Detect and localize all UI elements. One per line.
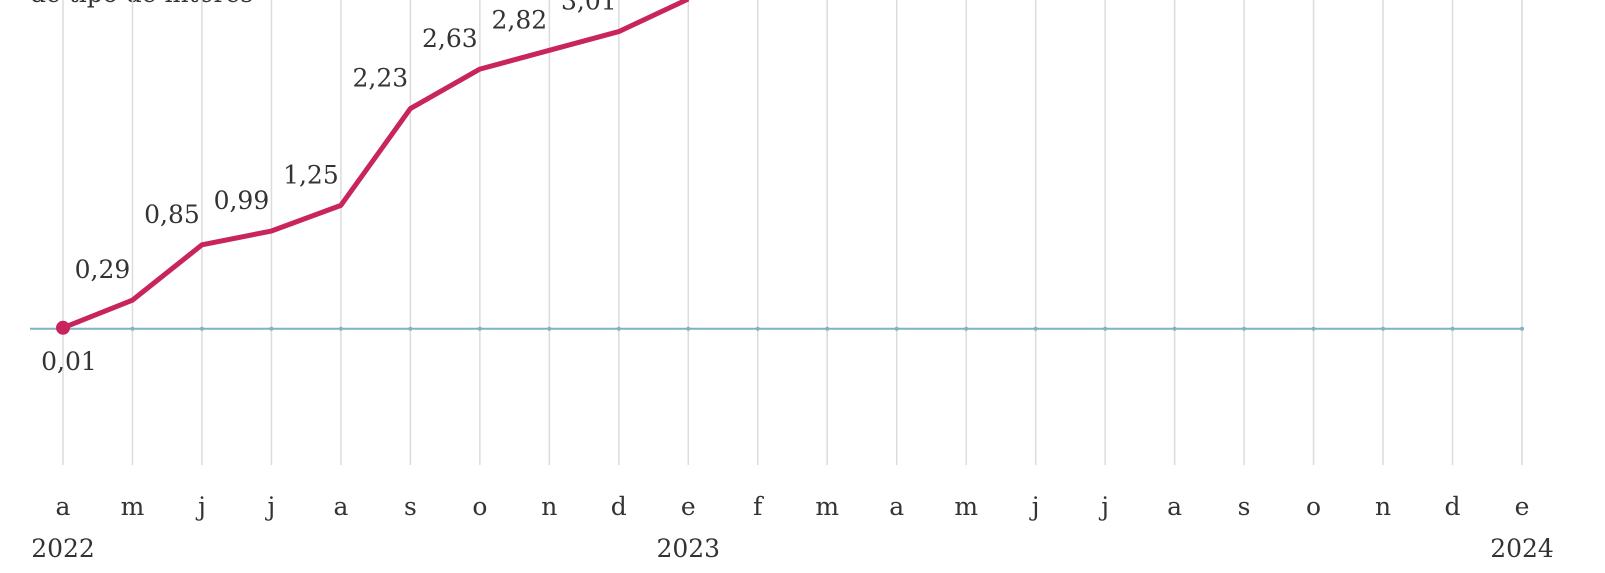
zero-dot [1311,326,1316,331]
value-label: 1,25 [283,160,339,189]
x-tick-label: j [265,492,276,521]
x-tick-label: a [1167,492,1182,521]
x-tick-label: n [541,492,557,521]
zero-dot [269,326,274,331]
value-label: 0,99 [214,186,270,215]
zero-dot [1172,326,1177,331]
zero-dot [1450,326,1455,331]
zero-dot [964,326,969,331]
value-label: 0,29 [75,255,131,284]
x-tick-label: j [195,492,206,521]
value-label: 2,63 [422,24,478,53]
x-tick-label: o [1306,492,1321,521]
zero-dot [1242,326,1247,331]
x-tick-label: a [889,492,904,521]
zero-dot [616,326,621,331]
zero-dot [1033,326,1038,331]
zero-dot [408,326,413,331]
x-tick-label: s [1238,492,1251,521]
zero-dot [894,326,899,331]
zero-dot [547,326,552,331]
value-label: 0,01 [41,347,97,376]
x-tick-label: n [1375,492,1391,521]
zero-dot [1381,326,1386,331]
x-tick-label: d [1445,492,1461,521]
x-tick-label: m [954,492,978,521]
x-tick-label: e [1515,492,1530,521]
year-label: 2022 [31,534,95,563]
x-tick-label: a [333,492,348,521]
value-label: 0,85 [144,200,200,229]
zero-dot [1103,326,1108,331]
year-label: 2023 [656,534,720,563]
start-dot [56,320,70,335]
x-tick-label: s [404,492,417,521]
zero-dot [755,326,760,331]
zero-dot [130,326,135,331]
zero-dot [338,326,343,331]
x-tick-label: m [815,492,839,521]
year-label: 2024 [1490,534,1554,563]
chart-subtitle: de tipo de interés [30,0,253,8]
x-tick-label: j [1029,492,1040,521]
x-tick-label: o [472,492,487,521]
x-tick-label: e [681,492,696,521]
zero-dot [1520,326,1524,331]
x-tick-label: a [56,492,71,521]
zero-dot [686,326,691,331]
value-label: 2,82 [491,5,547,34]
x-tick-label: j [1098,492,1109,521]
x-tick-label: m [121,492,145,521]
value-label: 3,01 [561,0,617,16]
x-tick-label: f [753,492,764,521]
x-tick-label: d [611,492,627,521]
value-label: 2,23 [353,64,409,93]
zero-dot [477,326,482,331]
zero-dot [825,326,830,331]
line [62,0,690,331]
zero-dot [199,326,204,331]
